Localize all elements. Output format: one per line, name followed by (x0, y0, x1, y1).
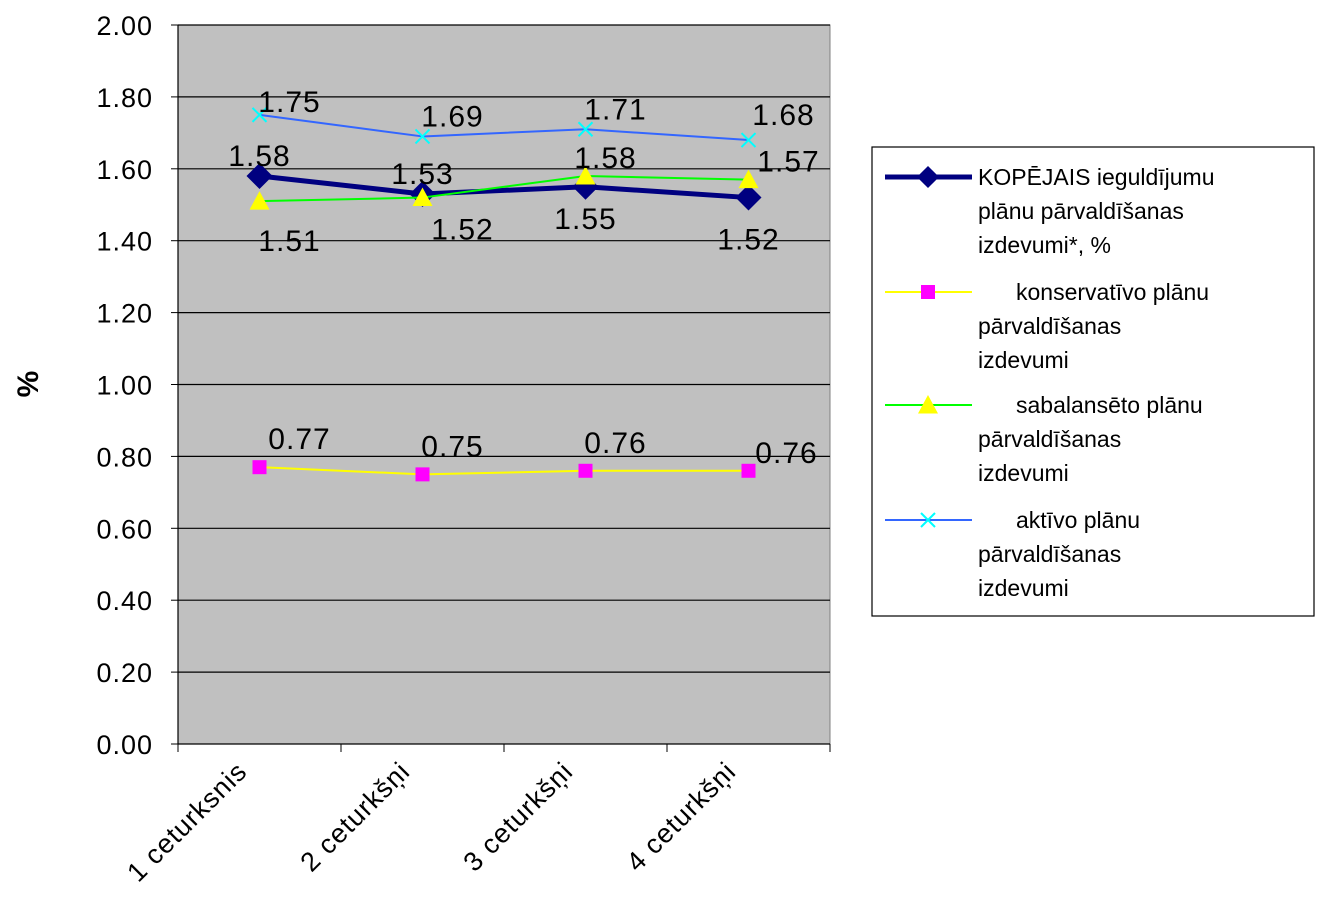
x-marker-stroke (577, 121, 594, 137)
diamond-marker (916, 165, 940, 189)
legend: KOPĒJAIS ieguldījumu plānu pārvaldīšanas i… (871, 146, 1315, 617)
x-marker (740, 132, 757, 148)
data-label: 1.71 (584, 93, 646, 126)
y-axis-title: % (12, 371, 45, 398)
legend-text-line: KOPĒJAIS ieguldījumu (978, 164, 1215, 190)
y-tick-label: 1.40 (96, 227, 153, 257)
data-label: 0.76 (755, 437, 817, 470)
data-label: 0.75 (421, 430, 483, 463)
series-line-1 (259, 466, 749, 476)
x-marker (414, 128, 431, 145)
x-marker (920, 512, 936, 528)
x-marker-stroke (251, 107, 268, 123)
legend-text-line: plānu pārvaldīšanas (978, 198, 1184, 224)
y-tick-label: 1.00 (96, 371, 153, 401)
legend-text-line: konservatīvo plānu (1016, 279, 1209, 305)
legend-text-line: pārvaldīšanas (978, 313, 1121, 339)
data-label: 0.77 (268, 423, 330, 456)
series-line-3 (259, 113, 749, 142)
y-tick-label: 0.60 (96, 514, 153, 544)
legend-text-line: izdevumi*, % (978, 232, 1111, 258)
square-marker (921, 285, 935, 299)
x-tick-label: 3 ceturkšņi (458, 756, 579, 877)
x-tick-label: 2 ceturkšņi (295, 756, 416, 877)
x-marker-stroke (414, 128, 431, 145)
series-line-2 (259, 174, 749, 203)
square-marker (578, 463, 593, 478)
legend-text-line: pārvaldīšanas (978, 426, 1121, 452)
y-tick-label: 1.20 (96, 299, 153, 329)
triangle-marker (249, 191, 270, 210)
x-marker-stroke (920, 512, 936, 528)
legend-text-line: izdevumi (978, 460, 1069, 486)
triangle-marker (918, 395, 938, 414)
diamond-marker (246, 162, 273, 189)
diamond-marker (735, 184, 762, 211)
data-label: 1.53 (391, 158, 453, 191)
data-label: 1.51 (258, 225, 320, 258)
x-tick-label: 4 ceturkšņi (621, 756, 742, 877)
x-marker (577, 121, 594, 137)
y-tick-label: 1.80 (96, 83, 153, 113)
data-label: 1.58 (574, 142, 636, 175)
y-tick-label: 2.00 (96, 11, 153, 41)
legend-box (871, 146, 1315, 617)
y-tick-label: 0.20 (96, 658, 153, 688)
plot-area (177, 24, 831, 745)
square-marker (415, 467, 430, 482)
data-label: 1.68 (752, 99, 814, 132)
y-tick-label: 1.60 (96, 155, 153, 185)
x-marker-stroke (740, 132, 757, 148)
data-label: 1.55 (554, 203, 616, 236)
y-tick-label: 0.00 (96, 730, 153, 760)
legend-text-line: aktīvo plānu (1016, 507, 1140, 533)
x-marker (251, 107, 268, 123)
legend-text-line: izdevumi (978, 347, 1069, 373)
legend-text-line: sabalansēto plānu (1016, 392, 1203, 418)
data-label: 1.69 (421, 100, 483, 133)
data-label: 1.75 (258, 86, 320, 119)
triangle-marker (738, 169, 759, 189)
y-tick-label: 0.80 (96, 442, 153, 472)
x-tick-label: 1 ceturksnis (121, 756, 253, 888)
series-line-0 (259, 173, 749, 201)
series-lines (246, 107, 762, 482)
triangle-marker (575, 165, 596, 185)
data-labels: 1.58 1.53 1.55 1.52 0.77 0.75 0.76 0.76 1.51 1.52… (228, 86, 819, 470)
data-label: 1.57 (757, 146, 819, 179)
data-label: 1.58 (228, 140, 290, 173)
data-label: 1.52 (717, 224, 779, 257)
square-marker (252, 460, 267, 475)
square-marker (741, 463, 756, 478)
y-tick-label: 0.40 (96, 586, 153, 616)
legend-text-line: izdevumi (978, 575, 1069, 601)
data-label: 0.76 (584, 427, 646, 460)
triangle-marker (412, 187, 433, 207)
legend-text-line: pārvaldīšanas (978, 541, 1121, 567)
data-label: 1.52 (431, 214, 493, 247)
